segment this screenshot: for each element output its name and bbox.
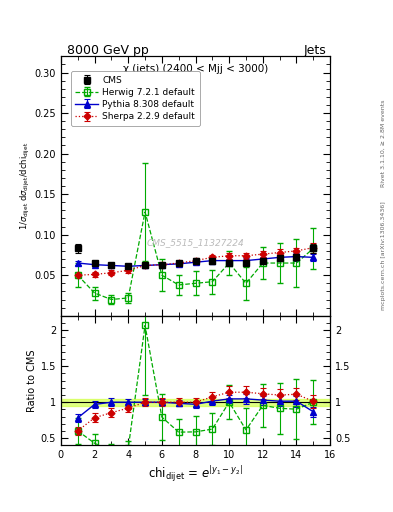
Text: χ (jets) (2400 < Mjj < 3000): χ (jets) (2400 < Mjj < 3000) [123,64,268,74]
Y-axis label: Ratio to CMS: Ratio to CMS [26,349,37,412]
Y-axis label: $1/\sigma_\mathrm{dijet}\ \mathrm{d}\sigma_\mathrm{dijet}/\mathrm{dchi}_\mathrm{: $1/\sigma_\mathrm{dijet}\ \mathrm{d}\sig… [18,142,32,230]
Legend: CMS, Herwig 7.2.1 default, Pythia 8.308 default, Sherpa 2.2.9 default: CMS, Herwig 7.2.1 default, Pythia 8.308 … [71,71,200,126]
X-axis label: chi$_{\rm dijet}$ = $e^{|y_1 - y_2|}$: chi$_{\rm dijet}$ = $e^{|y_1 - y_2|}$ [148,464,243,484]
Text: 8000 GeV pp: 8000 GeV pp [67,44,149,56]
Text: Rivet 3.1.10, ≥ 2.8M events: Rivet 3.1.10, ≥ 2.8M events [381,100,386,187]
Text: mcplots.cern.ch [arXiv:1306.3436]: mcplots.cern.ch [arXiv:1306.3436] [381,202,386,310]
Bar [61,399,330,406]
Text: CMS_5515_11327224: CMS_5515_11327224 [147,239,244,248]
Text: Jets: Jets [303,44,326,56]
